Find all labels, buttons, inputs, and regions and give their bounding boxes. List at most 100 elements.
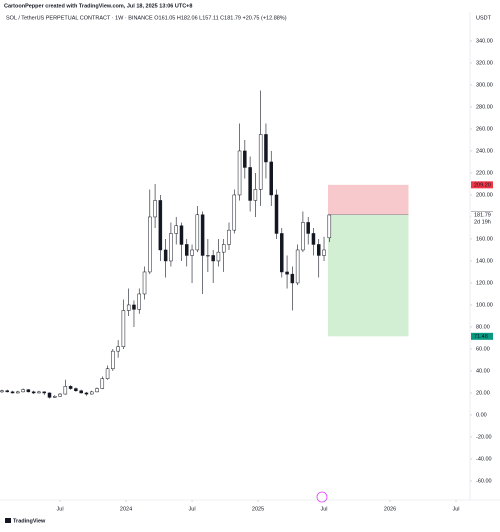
candle-body <box>31 391 36 394</box>
candle-body <box>132 304 136 310</box>
y-tick-label: 120.00 <box>476 280 493 286</box>
y-tick-label: -20.00 <box>476 434 492 440</box>
candle-body <box>301 222 305 251</box>
candle-body <box>153 200 157 218</box>
countdown: 2d 19h <box>474 219 491 225</box>
y-tick-label: 40.00 <box>476 368 490 374</box>
candle-body <box>211 255 215 262</box>
chart-subtitle: SOL / TetherUS PERPETUAL CONTRACT · 1W ·… <box>6 15 287 21</box>
candle-body <box>179 225 184 245</box>
candle-body <box>216 251 221 262</box>
brand: TradingView <box>5 518 46 524</box>
y-tick-label: -60.00 <box>476 478 492 484</box>
brand-name: TradingView <box>13 518 46 524</box>
candle-body <box>232 194 237 231</box>
candle-body <box>42 391 46 394</box>
candle-body <box>237 150 242 196</box>
candle-body <box>53 396 57 398</box>
candle-body <box>158 200 163 251</box>
candle-body <box>105 368 110 379</box>
y-tick-label: 240.00 <box>476 148 493 154</box>
candle-body <box>37 391 41 394</box>
candle-body <box>253 189 258 201</box>
candle-body <box>68 386 73 389</box>
price-label: 209.20 <box>474 182 491 188</box>
y-tick-label: 60.00 <box>476 346 490 352</box>
candle-body <box>269 161 273 196</box>
chart-title: CartoonPepper created with TradingView.c… <box>4 3 192 9</box>
y-tick-label: 0.00 <box>476 412 487 418</box>
candle-body <box>169 233 173 262</box>
y-tick-label: 200.00 <box>476 192 493 198</box>
candle-body <box>79 390 83 394</box>
candle-body <box>248 167 252 201</box>
x-tick-label: Jul <box>57 506 64 512</box>
candle-body <box>148 216 152 273</box>
y-tick-label: 340.00 <box>476 38 493 44</box>
candle-body <box>274 194 279 234</box>
candle-body <box>316 244 321 256</box>
x-tick-label: 2025 <box>252 506 264 512</box>
y-tick-label: 280.00 <box>476 104 493 110</box>
currency-label: USDT <box>476 15 492 21</box>
price-label-box <box>471 181 493 189</box>
candle-body <box>243 150 247 168</box>
candle-body <box>47 392 52 398</box>
candle-body <box>327 214 332 239</box>
candle-body <box>258 134 263 190</box>
candle-body <box>100 378 105 389</box>
event-icon[interactable] <box>316 491 328 503</box>
price-label-box <box>471 211 493 219</box>
candle-body <box>322 249 326 256</box>
candle-body <box>16 391 20 394</box>
candle-body <box>116 346 120 352</box>
candle-body <box>126 304 131 311</box>
x-tick-label: 2024 <box>120 506 132 512</box>
candle-body <box>89 391 94 395</box>
price-label-box <box>471 332 493 340</box>
y-tick-label: 220.00 <box>476 170 493 176</box>
x-tick-label: Jul <box>189 506 196 512</box>
candle-body <box>311 233 316 245</box>
y-tick-label: 160.00 <box>476 236 493 242</box>
candle-body <box>280 233 284 273</box>
candle-body <box>74 388 78 392</box>
brand-logo <box>5 518 11 523</box>
candle-body <box>227 229 231 245</box>
y-tick-label: -40.00 <box>476 456 492 462</box>
price-label: 181.79 <box>474 212 491 218</box>
x-tick-label: Jul <box>321 506 328 512</box>
candle-body <box>200 214 205 256</box>
y-tick-label: 100.00 <box>476 302 493 308</box>
candle-body <box>63 386 68 395</box>
candle-body <box>137 293 141 310</box>
y-tick-label: 140.00 <box>476 258 493 264</box>
candle-body <box>142 271 147 295</box>
candle-body <box>295 249 300 284</box>
candle-body <box>58 393 62 397</box>
candle-body <box>111 350 115 370</box>
candle-body <box>185 244 189 256</box>
y-tick-label: 260.00 <box>476 126 493 132</box>
x-tick-label: 2026 <box>384 506 396 512</box>
candle-body <box>221 244 226 253</box>
x-tick-label: Jul <box>452 506 459 512</box>
target-zone <box>327 214 409 337</box>
candle-body <box>285 271 289 275</box>
stop-zone <box>327 184 409 215</box>
candle-body <box>84 392 89 395</box>
candle-body <box>206 255 210 257</box>
candle-body <box>195 214 200 251</box>
y-tick-label: 20.00 <box>476 390 490 396</box>
candle-body <box>121 310 126 348</box>
candle-body <box>306 222 310 234</box>
candle-body <box>5 390 10 393</box>
y-tick-label: 300.00 <box>476 82 493 88</box>
y-tick-label: 80.00 <box>476 324 490 330</box>
y-tick-label: 320.00 <box>476 60 493 66</box>
candle-body <box>264 134 268 163</box>
candle-body <box>95 388 99 393</box>
candle-body <box>26 389 31 393</box>
